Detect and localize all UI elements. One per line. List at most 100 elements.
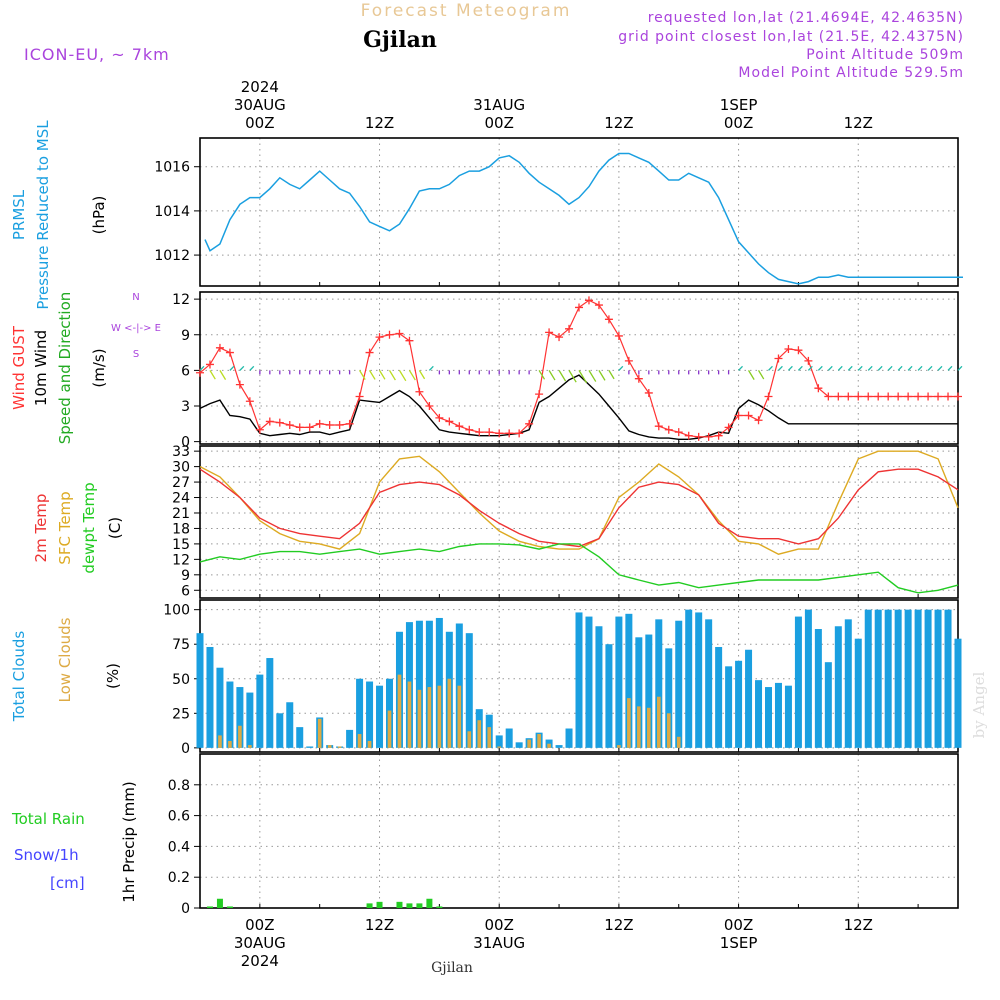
requested-coords: requested lon,lat (21.4694E, 42.4635N) [648, 10, 964, 26]
gust-marker [445, 417, 454, 426]
gust-marker [525, 419, 534, 428]
low-cloud-bar [627, 698, 631, 748]
wind-direction-arrow [877, 365, 883, 371]
total-cloud-bar [934, 609, 942, 748]
temp-ytick-label: 15 [172, 537, 190, 553]
total-cloud-bar [774, 682, 782, 748]
gust-marker [884, 392, 893, 401]
time-axis-label: 2024 [241, 952, 279, 970]
low-cloud-bar [617, 745, 621, 748]
temp-label-2m: 2m Temp [32, 494, 50, 563]
total-cloud-bar [595, 626, 603, 748]
gust-marker [904, 392, 913, 401]
low-cloud-bar [527, 739, 531, 748]
temp-label-dewpt: dewpt Temp [80, 482, 98, 573]
gust-marker [225, 348, 234, 357]
total-cloud-bar [904, 609, 912, 748]
gust-marker [205, 360, 214, 369]
total-cloud-bar [465, 633, 473, 748]
gust-marker [654, 422, 663, 431]
total-cloud-bar [286, 702, 294, 748]
cloud-label-total: Total Clouds [10, 631, 28, 723]
gust-marker [375, 333, 384, 342]
temp-label-sfc: SFC Temp [56, 491, 74, 564]
wind-label-gust: Wind GUST [10, 325, 28, 410]
gust-marker [704, 432, 713, 441]
gust-marker [415, 387, 424, 396]
wind-ytick-label: 12 [172, 292, 190, 308]
total-cloud-bar [585, 616, 593, 748]
gust-marker [385, 330, 394, 339]
low-cloud-bar [467, 731, 472, 748]
wind-direction-arrow [199, 365, 205, 371]
pressure-line [204, 152, 963, 285]
gust-marker [664, 425, 673, 434]
total-cloud-bar [495, 735, 503, 748]
wind-label-speed-dir: Speed and Direction [56, 292, 74, 445]
wind-direction-arrow [857, 365, 863, 371]
gust-marker [894, 392, 903, 401]
precip-axis-label: 1hr Precip (mm) Total Rain Snow/1h [cm] [11, 781, 138, 902]
time-axis-label: 30AUG [234, 934, 286, 952]
total-cloud-bar [675, 620, 683, 748]
time-axis-label: 30AUG [234, 96, 286, 114]
gust-marker [844, 392, 853, 401]
pressure-axis-label: PRMSL Pressure Reduced to MSL (hPa) [10, 120, 108, 310]
wind-direction-arrow [229, 365, 235, 371]
gust-marker [864, 392, 873, 401]
low-cloud-bar [437, 685, 442, 748]
total-cloud-bar [834, 626, 842, 748]
gust-marker [614, 331, 623, 340]
low-cloud-bar [477, 720, 482, 748]
gust-marker [395, 329, 404, 338]
cloud-panel: 0 25 50 75 100 [163, 599, 962, 757]
total-cloud-bar [914, 609, 922, 748]
total-cloud-bar [784, 685, 792, 748]
wind-direction-arrow [548, 370, 556, 381]
time-axis-label: 1SEP [720, 934, 758, 952]
wind-gust-line [199, 299, 958, 438]
precip-unit-label: 1hr Precip (mm) [120, 781, 138, 902]
wind-direction-arrow [917, 365, 923, 371]
rain-bar [216, 898, 223, 908]
wind-direction-arrow [388, 370, 396, 381]
gust-marker [944, 392, 953, 401]
total-cloud-bar [864, 609, 872, 748]
gust-marker [624, 356, 633, 365]
gust-marker [934, 392, 943, 401]
temp-ytick-label: 27 [172, 475, 190, 491]
total-cloud-bar [635, 637, 643, 748]
gust-marker [575, 303, 583, 312]
wind-direction-arrow [408, 370, 416, 381]
gust-marker [365, 348, 374, 357]
time-axis-label: 00Z [724, 916, 753, 934]
low-cloud-bar [537, 734, 541, 748]
precip-ytick-label: 0.2 [168, 870, 190, 886]
gust-marker [315, 419, 324, 428]
cloud-ytick-label: 25 [172, 706, 190, 722]
total-cloud-bar [705, 619, 713, 748]
wind-direction-arrow [598, 370, 606, 381]
wind-ytick-label: 9 [181, 328, 190, 344]
wind-direction-arrow [937, 365, 943, 371]
wind-direction-arrow [947, 365, 953, 371]
low-cloud-bar [327, 745, 332, 748]
gust-marker [355, 392, 364, 401]
precip-frame [199, 753, 959, 909]
gust-marker [954, 392, 962, 401]
pressure-ytick-label: 1016 [154, 160, 190, 176]
wind-label-10m: 10m Wind [32, 330, 50, 406]
low-cloud-bar [417, 689, 422, 748]
compass-we: W <-|-> E [111, 323, 161, 334]
wind-direction-arrow [817, 365, 823, 371]
wind-direction-arrow [578, 370, 588, 384]
low-cloud-bar [547, 743, 551, 748]
low-cloud-bar [497, 746, 502, 748]
wind-direction-arrow [608, 370, 615, 380]
gust-marker [265, 417, 274, 426]
time-axis-label: 12Z [604, 114, 633, 132]
gust-marker [684, 431, 693, 440]
gust-marker [724, 423, 733, 432]
